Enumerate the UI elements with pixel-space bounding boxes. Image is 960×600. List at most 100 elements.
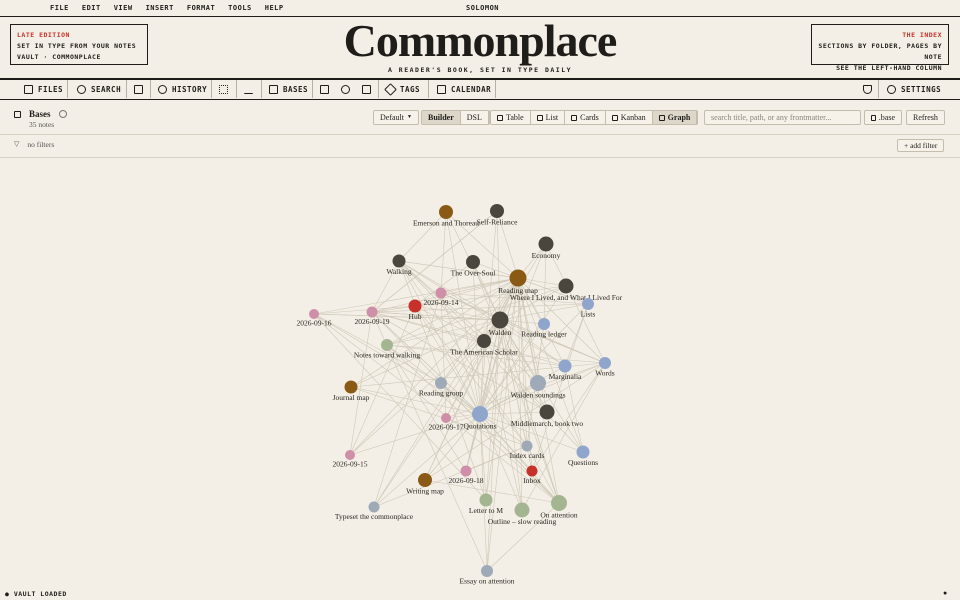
graph-node[interactable] [435,377,447,389]
edge [313,313,560,504]
menu-item[interactable]: VIEW [113,4,133,12]
graph-node[interactable] [551,495,567,511]
view-option[interactable]: Graph [652,111,698,124]
graph-node[interactable] [460,465,472,477]
edge [465,277,519,472]
node-label: Questions [568,458,598,467]
history-button[interactable]: HISTORY [158,82,207,96]
edge [313,277,519,315]
status-dot: ● [943,589,948,597]
edge [440,292,447,419]
graph-node[interactable] [439,205,453,219]
activity-button[interactable] [244,82,253,96]
mail-button[interactable] [134,82,143,96]
graph-node[interactable] [514,502,530,518]
grid-button[interactable] [219,82,228,96]
mode-option[interactable]: Builder [422,111,461,124]
add-filter-button[interactable]: + add filter [897,139,945,152]
graph-node[interactable] [526,465,538,477]
graph-node[interactable] [408,299,422,313]
graph-node[interactable] [538,318,550,330]
graph-node[interactable] [435,287,447,299]
edge [445,362,606,419]
graph-node[interactable] [477,334,491,348]
graph-node[interactable] [345,450,355,460]
blocks-button[interactable] [320,82,329,96]
edge [398,211,447,262]
label: SEARCH [91,84,122,94]
node-label: Middlemarch, book two [511,419,584,428]
view-icon [497,114,503,121]
graph-node[interactable] [539,404,555,420]
graph-node[interactable] [491,311,509,329]
edge [472,261,481,415]
plugin-button[interactable] [341,82,350,96]
graph-node[interactable] [368,501,380,513]
menu-item[interactable]: EDIT [81,4,101,12]
menu-item[interactable]: HELP [264,4,284,12]
user-name[interactable]: SOLOMON [466,4,500,12]
edge [486,502,560,572]
graph-node[interactable] [466,255,480,269]
view-option[interactable]: List [531,111,566,124]
graph-node[interactable] [599,357,611,369]
refresh-button[interactable]: Refresh [906,110,945,125]
edge [440,319,501,384]
graph-node[interactable] [392,254,406,268]
menu-item[interactable]: TOOLS [228,4,252,12]
shield-button[interactable] [863,82,872,96]
node-label: The Over-Soul [451,269,496,278]
graph-node[interactable] [381,339,393,351]
search-input[interactable]: search title, path, or any frontmatter..… [704,110,861,125]
base-button[interactable]: .base [864,110,902,125]
menu-item[interactable]: FORMAT [186,4,216,12]
menu-item[interactable]: INSERT [145,4,174,12]
store-button[interactable] [362,82,371,96]
separator [495,80,496,98]
menu-item[interactable]: FILE [50,4,69,12]
node-label: The American Scholar [450,348,518,357]
edge [517,277,606,364]
graph-node[interactable] [418,473,432,487]
label: Kanban [620,113,646,122]
files-button[interactable]: FILES [24,82,63,96]
graph-node[interactable] [344,380,358,394]
node-label: Inbox [523,476,541,485]
graph-node[interactable] [509,269,527,287]
graph-node[interactable] [558,278,574,294]
view-option[interactable]: Kanban [606,111,653,124]
bases-button[interactable]: BASES [269,82,308,96]
graph-node[interactable] [481,565,493,577]
separator [67,80,68,98]
preset-dropdown[interactable]: Default ▼ [373,110,419,125]
edge [517,277,528,447]
graph-node[interactable] [472,406,488,422]
edge [398,260,539,384]
calendar-button[interactable]: CALENDAR [437,82,491,96]
graph-node[interactable] [576,445,590,459]
graph-node[interactable] [490,204,504,218]
edge [371,311,548,413]
edge [414,305,501,321]
graph-node[interactable] [558,359,572,373]
graph-node[interactable] [582,298,594,310]
mode-option[interactable]: DSL [461,111,489,124]
graph-node[interactable] [521,440,533,452]
settings-button[interactable]: SETTINGS [887,82,941,96]
label: BASES [283,84,309,94]
search-button[interactable]: SEARCH [77,82,121,96]
edge [445,211,481,415]
graph-node[interactable] [441,413,451,423]
graph-node[interactable] [366,306,378,318]
graph-node[interactable] [530,375,546,391]
node-label: Words [595,369,614,378]
tags-button[interactable]: TAGS [384,82,420,96]
view-option[interactable]: Cards [565,111,606,124]
graph-node[interactable] [538,236,554,252]
graph-node[interactable] [309,309,319,319]
graph-node[interactable] [479,493,493,507]
edge [313,313,442,384]
edge [373,445,528,508]
view-option[interactable]: Table [491,111,531,124]
